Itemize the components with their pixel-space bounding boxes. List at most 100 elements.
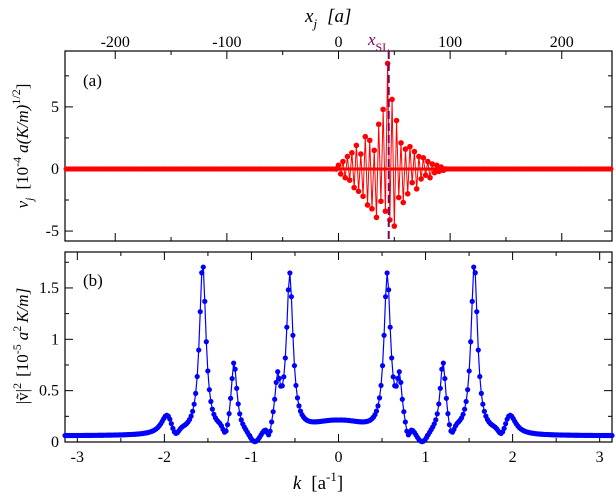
spectrum-point: [196, 347, 202, 353]
spectrum-point: [478, 390, 484, 396]
spectrum-point: [480, 401, 486, 407]
spectrum-point: [373, 408, 380, 414]
top-axis-tick-label: -200: [101, 34, 130, 51]
spectrum-point: [203, 339, 209, 345]
panel-a-ylabel-close: ]: [13, 84, 32, 90]
spectrum-point: [501, 425, 507, 431]
vj-point: [340, 158, 346, 165]
spectrum-point: [193, 390, 199, 396]
vj-point: [402, 146, 409, 152]
vj-point: [378, 198, 384, 205]
spectrum-point: [272, 396, 278, 402]
vj-point: [431, 169, 438, 176]
panel-a-series: [63, 51, 614, 241]
vj-point: [433, 162, 440, 169]
vj-point: [382, 208, 389, 214]
spectrum-point: [431, 421, 437, 427]
spectrum-point: [393, 383, 399, 389]
vj-point: [442, 166, 449, 172]
vj-point: [418, 176, 424, 182]
top-axis-tick-label: 200: [550, 34, 574, 51]
vj-point: [335, 162, 342, 169]
vj-point: [411, 148, 418, 155]
spectrum-point: [384, 270, 390, 276]
vj-point: [436, 168, 442, 175]
vj-point: [413, 186, 420, 192]
spectrum-point: [440, 360, 446, 366]
spectrum-point: [439, 366, 445, 372]
spectrum-point: [466, 368, 472, 374]
spectrum-point: [446, 422, 453, 428]
panel-b-ytick-label: 1: [51, 331, 59, 348]
panel-a-ytick-label: -5: [46, 223, 59, 240]
spectrum-point: [463, 398, 469, 405]
panel-b-ytick-label: 0: [51, 434, 59, 451]
panel-b-ylabel-abs-exp: 2: [10, 383, 24, 389]
panel-a-frame: [64, 50, 613, 242]
panel-b-frame: [64, 251, 613, 443]
vj-point: [416, 153, 422, 160]
spectrum-point: [167, 416, 173, 422]
spectrum-point: [296, 403, 302, 409]
spectrum-point: [190, 408, 196, 414]
panel-b-xtick-label: -1: [245, 449, 258, 466]
vj-point: [349, 150, 355, 156]
panel-b-ytick-label: 1.5: [39, 280, 59, 297]
vj-point: [429, 161, 436, 167]
spectrum-point: [443, 395, 449, 401]
panel-a-ylabel-sub: j: [22, 197, 36, 203]
vj-point: [346, 177, 353, 183]
spectrum-point: [379, 363, 386, 369]
panel-b-ylabel-abs: |ṽ|: [13, 389, 32, 404]
vj-point: [371, 147, 378, 154]
spectrum-point: [191, 401, 197, 407]
spectrum-point: [197, 309, 203, 315]
spectrum-point: [474, 309, 480, 315]
vj-point: [364, 202, 371, 208]
spectrum-point: [267, 428, 273, 434]
panel-a-ylabel-text: [10: [13, 167, 32, 190]
vj-point: [360, 193, 366, 200]
spectrum-point: [465, 387, 471, 393]
spectrum-point: [281, 374, 287, 380]
spectrum-point: [269, 419, 275, 425]
spectrum-point: [194, 373, 200, 380]
vj-point: [362, 133, 369, 140]
spectrum-point: [401, 409, 407, 415]
panel-b-ylabel-tail: K/m]: [13, 288, 32, 324]
vj-point: [409, 179, 415, 186]
vj-point: [404, 191, 411, 197]
vj-point: [380, 106, 386, 113]
spectrum-point: [291, 363, 298, 369]
spectrum-point: [288, 294, 294, 300]
spectrum-point: [381, 332, 387, 338]
marker-label: xSL: [367, 30, 390, 54]
top-axis-tick-label: -100: [212, 34, 241, 51]
bottom-axis-close: ]: [337, 473, 343, 494]
spectrum-point: [402, 419, 408, 425]
panel-b-xtick-label: -3: [71, 449, 84, 466]
panel-a-ytick-label: 0: [51, 161, 59, 178]
spectrum-point: [396, 369, 402, 375]
spectrum-point: [223, 428, 229, 434]
spectrum-point: [386, 287, 392, 293]
vj-point: [366, 137, 373, 144]
vj-point: [427, 174, 433, 181]
spectrum-point: [235, 401, 241, 407]
top-axis-unit: [a]: [327, 6, 351, 27]
spectrum-point: [390, 374, 396, 380]
panel-a-ytick-label: 5: [51, 99, 59, 116]
spectrum-point: [273, 379, 279, 386]
panel-b-ylabel-exp: -5: [10, 344, 24, 354]
spectrum-point: [395, 375, 401, 382]
spectrum-point: [285, 287, 291, 293]
spectrum-point: [229, 375, 235, 382]
spectrum-point: [238, 417, 244, 423]
spectrum-point: [209, 406, 215, 412]
spectrum-point: [475, 347, 481, 353]
spectrum-point: [468, 339, 474, 345]
marker-label-var: x: [367, 30, 376, 49]
spectrum-point: [376, 395, 383, 401]
spectrum-point: [237, 411, 243, 417]
